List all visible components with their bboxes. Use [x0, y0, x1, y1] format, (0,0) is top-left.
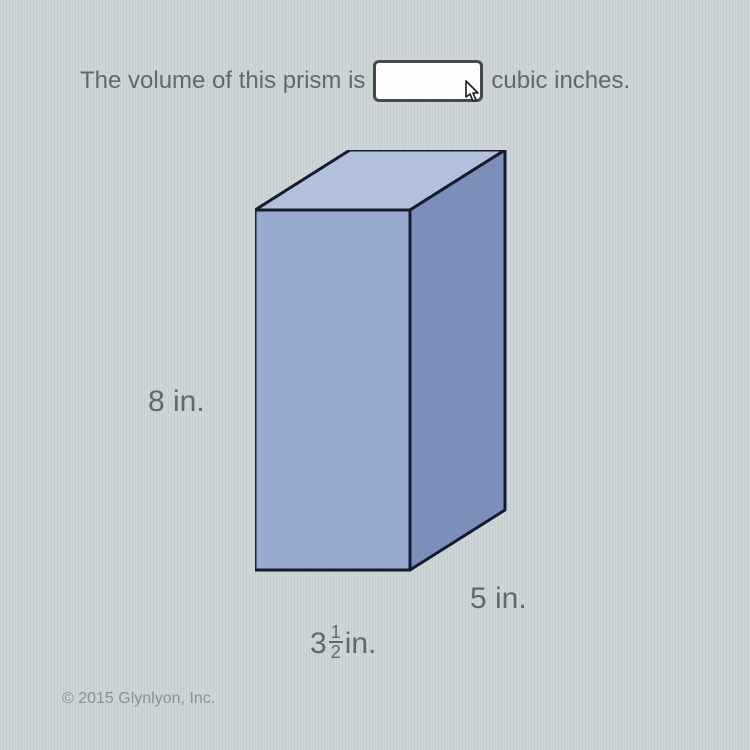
- prism-figure: 8 in. 5 in. 3 1 2 in.: [160, 150, 590, 670]
- width-unit: in.: [345, 627, 377, 661]
- copyright-text: © 2015 Glynlyon, Inc.: [62, 690, 215, 708]
- height-label: 8 in.: [148, 385, 205, 419]
- answer-input[interactable]: [373, 60, 483, 102]
- prism-svg: [255, 150, 555, 620]
- question-suffix: cubic inches.: [491, 67, 630, 95]
- prism-front-face: [255, 210, 410, 570]
- width-whole: 3: [310, 627, 327, 661]
- question-prefix: The volume of this prism is: [80, 67, 365, 95]
- width-denominator: 2: [329, 643, 343, 661]
- prism-side-face: [410, 150, 505, 570]
- pointer-cursor-icon: [460, 79, 486, 107]
- depth-label: 5 in.: [470, 582, 527, 616]
- width-numerator: 1: [329, 623, 343, 643]
- width-label: 3 1 2 in.: [310, 625, 376, 663]
- question-line: The volume of this prism is cubic inches…: [80, 60, 710, 102]
